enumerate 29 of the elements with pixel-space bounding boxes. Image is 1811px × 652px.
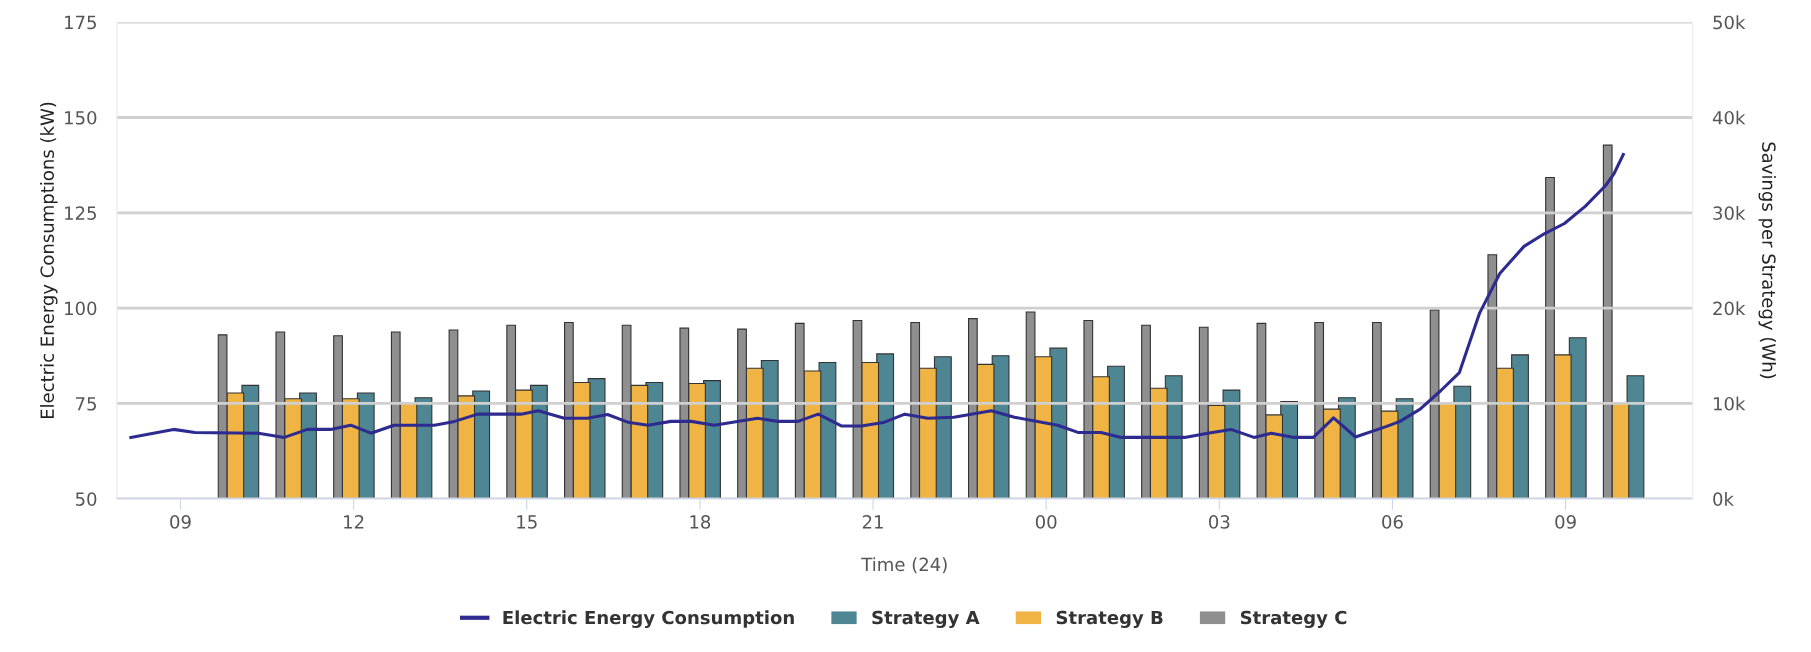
legend-label: Strategy A [872,610,980,628]
y2-tick-label: 10k [1713,396,1746,411]
x-tick-label: 00 [1035,515,1057,529]
x-tick-label: 15 [517,515,537,529]
x-tick-label: 18 [690,515,711,529]
x-tick-label: 06 [1382,515,1403,529]
x-tick-label: 09 [1555,515,1576,529]
legend-label: Strategy C [1240,610,1347,628]
y-tick-label: 150 [65,110,97,125]
y-axis-title: Electric Energy Consumptions (kW) [40,102,58,419]
y2-tick-label: 40k [1712,110,1746,125]
x-tick-label: 09 [170,515,191,529]
x-tick-label: 03 [1209,515,1230,529]
x-tick-label: 21 [862,515,883,529]
y2-axis-title: Savings per Strategy (Wh) [1758,142,1776,379]
x-axis-title: Time (24) [861,557,947,574]
x-tick-label: 12 [344,515,364,529]
y2-tick-label: 50k [1713,15,1746,30]
y2-tick-label: 30k [1713,205,1746,220]
y2-tick-label: 20k [1713,301,1746,316]
y-tick-label: 175 [65,15,96,30]
y-tick-label: 75 [76,397,96,411]
y-tick-label: 100 [65,301,97,316]
y-tick-label: 125 [65,206,96,220]
y2-tick-label: 0k [1713,491,1734,506]
legend-label: Strategy B [1056,610,1163,628]
legend-label: Electric Energy Consumption [503,610,794,628]
line-series [129,152,1625,439]
y-tick-label: 50 [75,492,97,506]
